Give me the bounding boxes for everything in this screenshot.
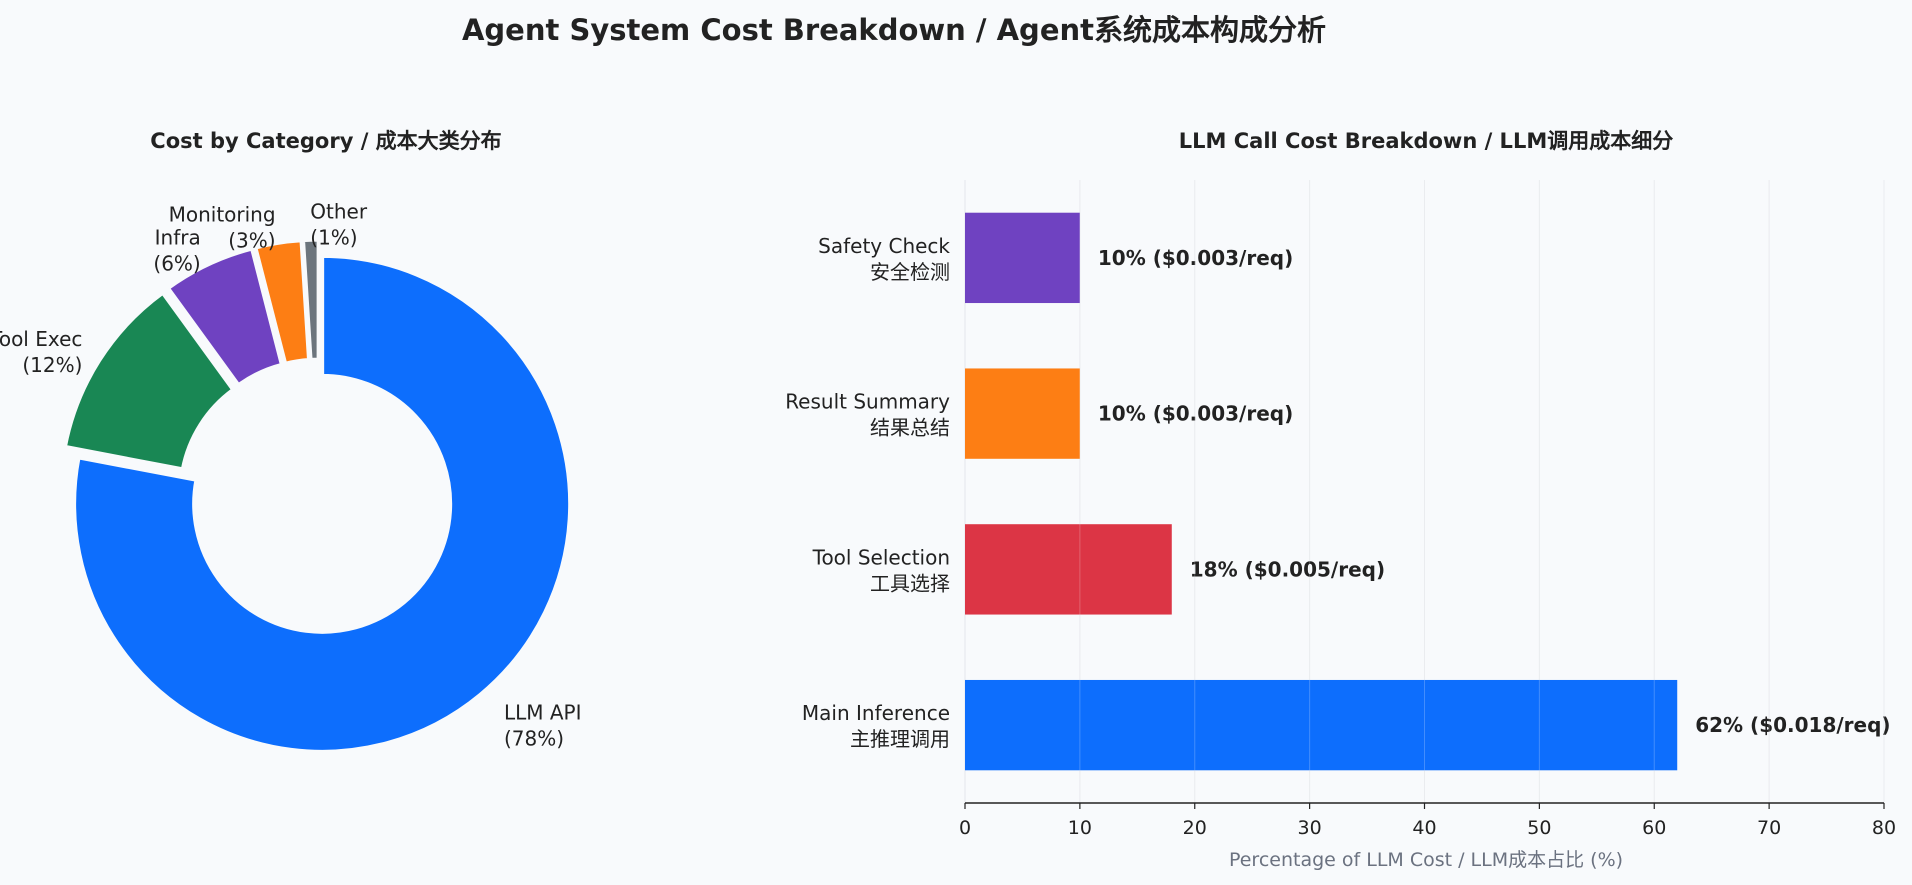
bar-result-summary [965, 368, 1080, 459]
x-tick-label: 60 [1642, 817, 1666, 839]
y-tick-label: Safety Check [818, 234, 950, 258]
x-tick-label: 50 [1527, 817, 1551, 839]
x-tick-label: 20 [1183, 817, 1207, 839]
x-tick-label: 80 [1872, 817, 1896, 839]
donut-slice-infra [165, 246, 285, 389]
bar-value-label: 18% ($0.005/req) [1190, 557, 1385, 581]
donut-slice-tool-exec [62, 289, 237, 472]
bar-chart: LLM Call Cost Breakdown / LLM调用成本细分 Perc… [785, 129, 1896, 871]
donut-slice-other [300, 237, 321, 362]
y-tick-label-zh: 结果总结 [870, 416, 950, 440]
donut-slice-llm-api [72, 253, 573, 754]
y-tick-label: Tool Selection [812, 545, 950, 569]
bar-tool-selection [965, 524, 1172, 615]
donut-label: LLM API [504, 701, 582, 725]
y-tick-label: Main Inference [802, 701, 950, 725]
bar-main-inference [965, 679, 1678, 771]
y-tick-label-zh: 主推理调用 [850, 727, 950, 751]
donut-pct-label: (6%) [153, 252, 200, 276]
x-axis-label: Percentage of LLM Cost / LLM成本占比 (%) [1229, 849, 1623, 871]
donut-label: Monitoring [169, 203, 276, 227]
donut-label: Tool Exec [0, 327, 82, 351]
x-tick-label: 30 [1298, 817, 1322, 839]
donut-title: Cost by Category / 成本大类分布 [150, 129, 501, 153]
bar-safety-check [965, 212, 1080, 304]
y-tick-label: Result Summary [785, 390, 950, 414]
bar-title: LLM Call Cost Breakdown / LLM调用成本细分 [1179, 129, 1673, 153]
donut-pct-label: (78%) [504, 727, 564, 751]
donut-chart: Cost by Category / 成本大类分布 LLM API(78%) To… [0, 129, 582, 754]
bar-value-label: 10% ($0.003/req) [1098, 246, 1293, 270]
bar-value-label: 62% ($0.018/req) [1695, 713, 1890, 737]
donut-pct-label: (12%) [22, 353, 82, 377]
donut-label: Other [310, 199, 368, 223]
y-tick-label-zh: 安全检测 [870, 260, 950, 284]
donut-pct-label: (1%) [310, 225, 357, 249]
x-tick-label: 70 [1757, 817, 1781, 839]
y-tick-label-zh: 工具选择 [870, 571, 950, 595]
bar-value-label: 10% ($0.003/req) [1098, 402, 1293, 426]
donut-pct-label: (3%) [228, 229, 275, 253]
x-tick-label: 40 [1412, 817, 1436, 839]
figure-title: Agent System Cost Breakdown / Agent系统成本构… [462, 13, 1326, 47]
x-tick-label: 10 [1068, 817, 1092, 839]
donut-label: Infra [155, 226, 201, 250]
x-tick-label: 0 [959, 817, 971, 839]
